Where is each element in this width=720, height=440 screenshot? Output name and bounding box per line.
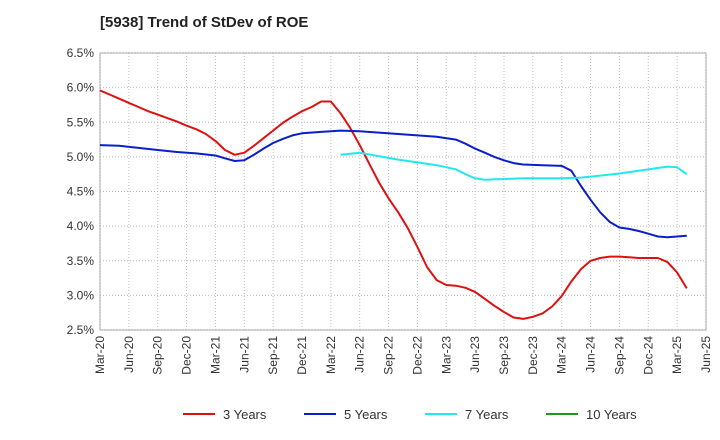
series-line-7-years xyxy=(340,151,688,181)
x-tick-label: Dec-24 xyxy=(641,336,655,375)
x-tick-label: Jun-24 xyxy=(584,336,598,373)
x-tick-label: Sep-24 xyxy=(612,336,626,375)
x-tick-label: Dec-21 xyxy=(295,336,309,375)
x-tick-label: Dec-20 xyxy=(180,336,194,375)
y-tick-label: 3.5% xyxy=(67,254,95,268)
x-tick-label: Jun-25 xyxy=(699,336,713,373)
legend-label-10-years: 10 Years xyxy=(586,407,637,422)
x-tick-label: Sep-21 xyxy=(266,336,280,375)
y-tick-label: 5.0% xyxy=(67,150,95,164)
x-tick-label: Sep-23 xyxy=(497,336,511,375)
chart-title: [5938] Trend of StDev of ROE xyxy=(100,14,309,31)
x-tick-label: Dec-23 xyxy=(526,336,540,375)
x-tick-label: Sep-22 xyxy=(382,336,396,375)
x-tick-label: Mar-22 xyxy=(324,336,338,374)
y-tick-label: 2.5% xyxy=(67,323,95,337)
x-tick-label: Sep-20 xyxy=(151,336,165,375)
legend-label-5-years: 5 Years xyxy=(344,407,388,422)
series-line-5-years xyxy=(99,129,687,239)
y-tick-label: 3.0% xyxy=(67,288,95,302)
legend-label-3-years: 3 Years xyxy=(223,407,267,422)
series-line-3-years xyxy=(99,89,688,320)
x-tick-label: Jun-20 xyxy=(122,336,136,373)
x-tick-label: Jun-22 xyxy=(353,336,367,373)
legend-label-7-years: 7 Years xyxy=(465,407,509,422)
x-tick-label: Mar-21 xyxy=(208,336,222,374)
x-tick-label: Mar-24 xyxy=(555,336,569,374)
y-tick-label: 6.0% xyxy=(67,81,95,95)
y-tick-label: 4.5% xyxy=(67,185,95,199)
y-tick-label: 4.0% xyxy=(67,219,95,233)
x-tick-label: Jun-23 xyxy=(468,336,482,373)
x-tick-label: Mar-23 xyxy=(439,336,453,374)
y-tick-label: 5.5% xyxy=(67,115,95,129)
x-tick-label: Mar-20 xyxy=(93,336,107,374)
x-tick-label: Mar-25 xyxy=(670,336,684,374)
y-tick-label: 6.5% xyxy=(67,46,95,60)
x-tick-label: Jun-21 xyxy=(237,336,251,373)
x-tick-label: Dec-22 xyxy=(410,336,424,375)
